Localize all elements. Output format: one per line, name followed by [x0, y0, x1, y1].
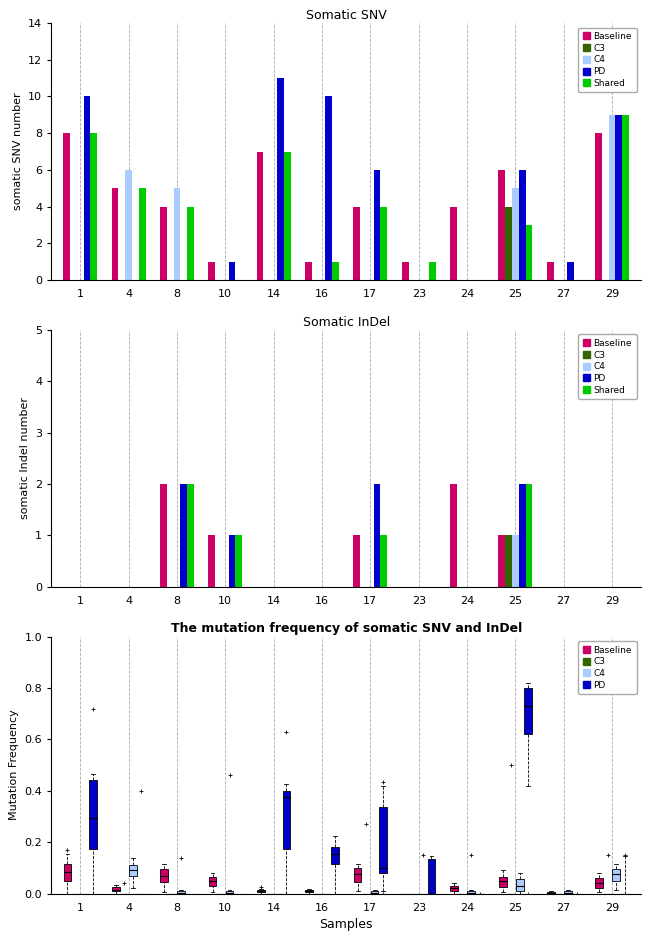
Bar [84, 97, 90, 280]
Bar [226, 891, 233, 894]
Legend: Baseline, C3, C4, PD: Baseline, C3, C4, PD [578, 641, 636, 695]
Bar [499, 170, 505, 280]
Bar [516, 880, 523, 891]
Bar [526, 484, 532, 587]
Bar [547, 261, 554, 280]
Bar [380, 536, 387, 587]
Bar [305, 261, 312, 280]
Bar [332, 261, 339, 280]
Bar [180, 484, 187, 587]
Bar [374, 170, 380, 280]
Bar [64, 864, 72, 881]
Bar [402, 261, 409, 280]
Bar [450, 484, 457, 587]
Bar [519, 484, 526, 587]
Bar [161, 870, 168, 882]
Bar [129, 865, 136, 875]
Bar [519, 170, 526, 280]
Bar [187, 484, 194, 587]
Bar [257, 151, 263, 280]
Bar [505, 536, 512, 587]
Bar [331, 847, 339, 864]
Bar [505, 207, 512, 280]
Title: Somatic InDel: Somatic InDel [302, 316, 390, 329]
Bar [354, 536, 360, 587]
Title: The mutation frequency of somatic SNV and InDel: The mutation frequency of somatic SNV an… [170, 622, 522, 635]
Bar [547, 892, 555, 894]
Bar [277, 78, 284, 280]
Bar [595, 133, 602, 280]
Bar [512, 188, 519, 280]
Bar [612, 870, 620, 881]
Bar [595, 878, 603, 888]
Legend: Baseline, C3, C4, PD, Shared: Baseline, C3, C4, PD, Shared [578, 335, 636, 400]
Bar [499, 536, 505, 587]
Y-axis label: somatic SNV number: somatic SNV number [12, 93, 23, 211]
Bar [283, 791, 291, 849]
Bar [608, 115, 616, 280]
Bar [512, 536, 519, 587]
Bar [450, 207, 457, 280]
Bar [112, 887, 120, 891]
Bar [89, 780, 97, 849]
Bar [187, 207, 194, 280]
Bar [379, 807, 387, 873]
Bar [380, 207, 387, 280]
Bar [525, 688, 532, 734]
Bar [125, 170, 132, 280]
X-axis label: Samples: Samples [319, 918, 373, 932]
Bar [209, 877, 216, 885]
Bar [112, 188, 118, 280]
Bar [138, 188, 146, 280]
Bar [209, 536, 215, 587]
Bar [499, 877, 506, 887]
Bar [467, 891, 475, 894]
Bar [306, 890, 313, 892]
Bar [160, 207, 167, 280]
Bar [174, 188, 180, 280]
Bar [622, 115, 629, 280]
Bar [90, 133, 97, 280]
Bar [63, 133, 70, 280]
Bar [209, 261, 215, 280]
Title: Somatic SNV: Somatic SNV [306, 8, 387, 22]
Bar [526, 225, 532, 280]
Y-axis label: Mutation Frequency: Mutation Frequency [9, 710, 19, 821]
Bar [229, 261, 235, 280]
Y-axis label: somatic Indel number: somatic Indel number [20, 398, 29, 519]
Bar [616, 115, 622, 280]
Bar [374, 484, 380, 587]
Bar [257, 890, 265, 892]
Bar [177, 891, 185, 894]
Bar [326, 97, 332, 280]
Legend: Baseline, C3, C4, PD, Shared: Baseline, C3, C4, PD, Shared [578, 27, 636, 92]
Bar [229, 536, 235, 587]
Bar [235, 536, 242, 587]
Bar [450, 885, 458, 891]
Bar [354, 207, 360, 280]
Bar [567, 261, 574, 280]
Bar [428, 859, 436, 894]
Bar [284, 151, 291, 280]
Bar [354, 868, 361, 882]
Bar [370, 891, 378, 894]
Bar [160, 484, 167, 587]
Bar [429, 261, 436, 280]
Bar [564, 891, 572, 894]
